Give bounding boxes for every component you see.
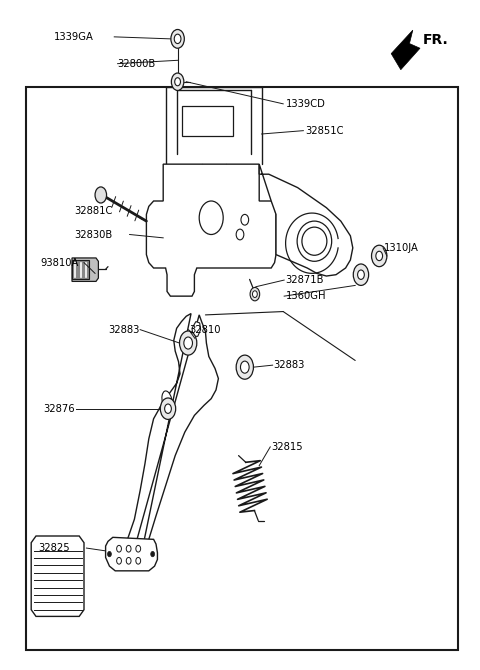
Circle shape bbox=[136, 557, 141, 564]
Text: 32825: 32825 bbox=[38, 543, 70, 553]
Bar bbox=[182, 106, 233, 136]
Polygon shape bbox=[72, 258, 98, 281]
Text: 32815: 32815 bbox=[271, 442, 303, 452]
Polygon shape bbox=[125, 314, 218, 566]
Circle shape bbox=[241, 214, 249, 225]
Circle shape bbox=[184, 337, 192, 349]
Text: 32876: 32876 bbox=[43, 404, 74, 413]
Circle shape bbox=[250, 287, 260, 301]
Circle shape bbox=[240, 361, 249, 373]
Circle shape bbox=[108, 551, 111, 557]
Text: 32883: 32883 bbox=[274, 360, 305, 370]
Circle shape bbox=[117, 545, 121, 552]
Ellipse shape bbox=[302, 227, 327, 255]
Text: 32851C: 32851C bbox=[305, 126, 343, 135]
Circle shape bbox=[252, 291, 257, 297]
Polygon shape bbox=[391, 30, 420, 70]
Text: 1360GH: 1360GH bbox=[286, 291, 326, 301]
Circle shape bbox=[372, 245, 387, 267]
Polygon shape bbox=[106, 537, 157, 571]
Circle shape bbox=[160, 398, 176, 419]
Text: 1339GA: 1339GA bbox=[54, 32, 94, 42]
Text: 93810A: 93810A bbox=[41, 258, 79, 267]
Circle shape bbox=[126, 557, 131, 564]
Text: 32871B: 32871B bbox=[286, 275, 324, 285]
Circle shape bbox=[199, 201, 223, 234]
Circle shape bbox=[126, 545, 131, 552]
Circle shape bbox=[117, 557, 121, 564]
Circle shape bbox=[174, 34, 181, 44]
Text: 1310JA: 1310JA bbox=[384, 243, 419, 253]
Circle shape bbox=[180, 331, 197, 355]
Text: 32883: 32883 bbox=[108, 325, 139, 334]
Polygon shape bbox=[31, 536, 84, 616]
Circle shape bbox=[353, 264, 369, 285]
Circle shape bbox=[171, 73, 184, 90]
Text: 32810: 32810 bbox=[190, 325, 221, 334]
Text: FR.: FR. bbox=[422, 34, 448, 47]
Ellipse shape bbox=[162, 391, 172, 411]
Polygon shape bbox=[146, 164, 276, 296]
Text: 32881C: 32881C bbox=[74, 206, 113, 216]
Circle shape bbox=[358, 270, 364, 279]
Circle shape bbox=[175, 78, 180, 86]
Circle shape bbox=[171, 29, 184, 48]
Polygon shape bbox=[72, 260, 89, 279]
Ellipse shape bbox=[297, 221, 332, 261]
Circle shape bbox=[165, 404, 171, 413]
Circle shape bbox=[376, 251, 383, 261]
Text: 32830B: 32830B bbox=[74, 230, 113, 239]
Text: 1339CD: 1339CD bbox=[286, 99, 325, 109]
Circle shape bbox=[95, 187, 107, 203]
Polygon shape bbox=[259, 164, 353, 276]
Circle shape bbox=[236, 229, 244, 240]
Circle shape bbox=[151, 551, 155, 557]
Bar bbox=[26, 87, 458, 650]
Circle shape bbox=[136, 545, 141, 552]
Polygon shape bbox=[192, 322, 201, 336]
Circle shape bbox=[236, 355, 253, 379]
Text: 32800B: 32800B bbox=[118, 59, 156, 68]
